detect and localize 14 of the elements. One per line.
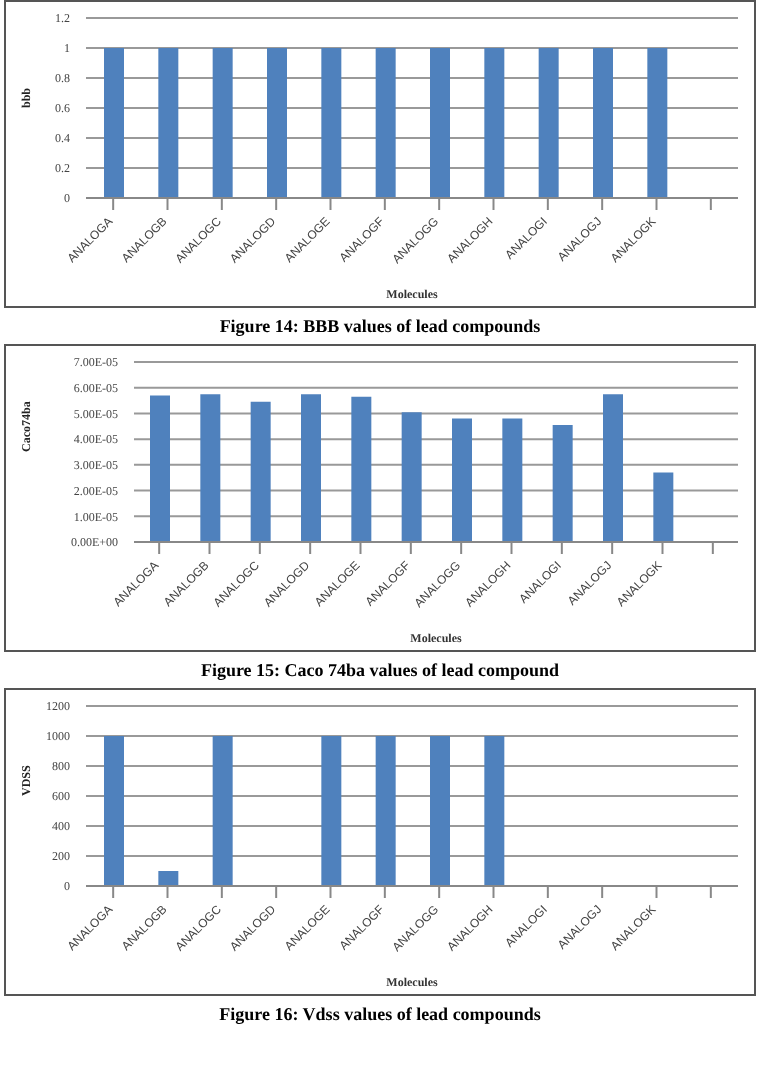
bar xyxy=(552,425,573,542)
caption: Figure 15: Caco 74ba values of lead compound xyxy=(198,658,562,684)
bar xyxy=(653,472,674,542)
bar xyxy=(401,412,422,542)
caption: Figure 16: Vdss values of lead compounds xyxy=(217,1002,543,1028)
bar xyxy=(250,401,271,542)
bar xyxy=(452,418,472,542)
bar xyxy=(502,418,523,542)
bar xyxy=(150,395,170,542)
bar xyxy=(200,394,221,542)
bar xyxy=(603,394,623,542)
caption: Figure 14: BBB values of lead compounds xyxy=(217,314,543,340)
bar xyxy=(351,396,372,542)
bar xyxy=(301,394,321,542)
